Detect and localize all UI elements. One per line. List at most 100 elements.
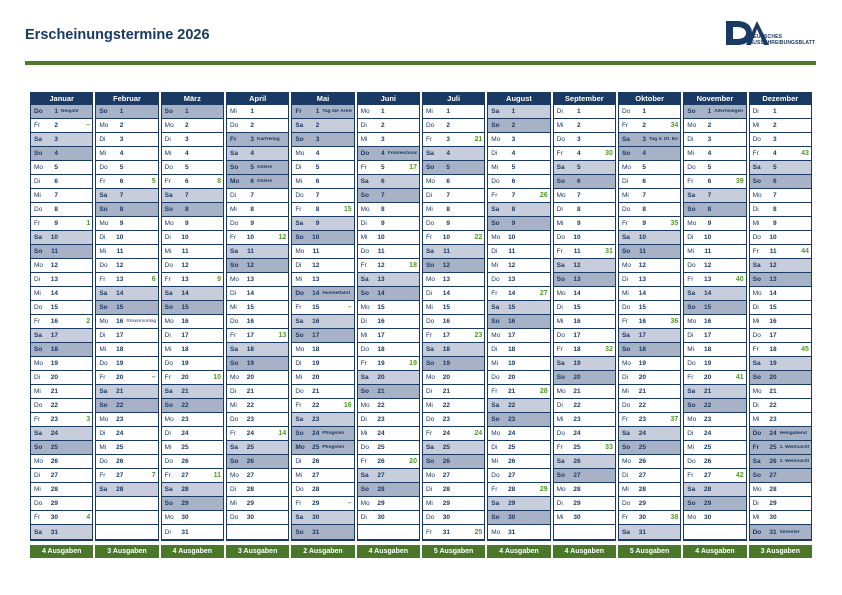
day-row: So 25: [31, 441, 93, 455]
day-number: 3: [577, 136, 581, 143]
day-row: Mi 18: [96, 343, 158, 357]
day-number: 20: [573, 374, 581, 381]
day-number: 22: [442, 402, 450, 409]
day-number: 12: [312, 262, 320, 269]
issue-number: 4: [86, 514, 91, 521]
weekday-label: Di: [295, 458, 302, 465]
day-row: Mo 2: [96, 119, 158, 133]
day-row: Fr 19 19: [357, 357, 419, 371]
weekday-label: Fr: [752, 444, 760, 451]
day-row: Do 6: [488, 175, 550, 189]
day-number: 10: [116, 234, 124, 241]
weekday-label: Fr: [621, 220, 629, 227]
weekday-label: Fr: [687, 178, 694, 185]
weekday-label: Di: [164, 430, 171, 437]
weekday-label: Fr: [425, 234, 433, 241]
day-number: 19: [573, 360, 581, 367]
day-row: Fr 6 39: [684, 175, 746, 189]
day-number: 14: [769, 290, 777, 297]
day-number: 10: [246, 234, 254, 241]
day-number: 12: [116, 262, 124, 269]
holiday-note: 1. Weihnachtstag: [779, 445, 809, 450]
day-row: Di 24: [96, 427, 158, 441]
day-number: 27: [312, 472, 320, 479]
day-row: Di 4: [488, 147, 550, 161]
day-row: Do 28: [292, 483, 354, 497]
weekday-label: Sa: [295, 318, 304, 325]
weekday-label: Sa: [491, 402, 500, 409]
day-row: Fr 9 1: [31, 217, 93, 231]
ausgaben-badge: 4 Ausgaben: [552, 545, 616, 558]
day-row: So 22: [684, 399, 746, 413]
day-row: Di 3: [96, 133, 158, 147]
day-number: 11: [51, 248, 58, 255]
weekday-label: Do: [556, 332, 565, 339]
issue-number: 19: [409, 360, 417, 367]
weekday-label: Do: [425, 220, 435, 227]
day-number: 30: [638, 514, 646, 521]
day-number: 26: [312, 458, 320, 465]
no-issue-dash: –: [347, 304, 352, 311]
day-number: 23: [769, 416, 777, 423]
day-row: Sa 11: [422, 245, 485, 259]
day-number: 9: [119, 220, 124, 227]
day-number: 4: [707, 150, 712, 157]
day-number: 19: [704, 360, 712, 367]
day-row: So 8: [684, 203, 746, 217]
weekday-label: So: [687, 402, 696, 409]
weekday-label: Di: [752, 108, 759, 115]
issue-number: 24: [474, 430, 483, 437]
day-number: 2: [446, 122, 450, 129]
day-row: Sa 31: [31, 525, 93, 539]
day-row: Mi 22: [226, 399, 289, 413]
day-number: 5: [185, 164, 189, 171]
day-number: 1: [381, 108, 385, 115]
weekday-label: Do: [687, 164, 696, 171]
divider-rule: [25, 61, 816, 65]
weekday-label: So: [687, 206, 696, 213]
weekday-label: Fr: [621, 416, 629, 423]
day-row: Mo 26: [618, 455, 681, 469]
day-row: Di 17: [96, 329, 158, 343]
day-row: Sa 2: [292, 119, 354, 133]
weekday-label: Sa: [295, 122, 304, 129]
day-number: 16: [769, 318, 777, 325]
day-row: Di 29: [553, 497, 615, 511]
day-number: 8: [381, 206, 385, 213]
issue-number: 21: [474, 136, 483, 143]
weekday-label: Di: [425, 388, 433, 395]
day-row: Mo 28: [553, 483, 615, 497]
day-number: 1: [642, 108, 646, 115]
weekday-label: So: [621, 150, 631, 157]
day-row: Do 12: [96, 259, 158, 273]
weekday-label: Di: [99, 332, 106, 339]
day-number: 10: [638, 234, 646, 241]
day-row: Di 5: [292, 161, 354, 175]
day-number: 6: [707, 178, 712, 185]
weekday-label: Sa: [229, 444, 238, 451]
ausgaben-badge: 3 Ausgaben: [225, 545, 290, 558]
day-row: Do 5: [161, 161, 223, 175]
day-number: 16: [312, 318, 320, 325]
day-number: 10: [769, 234, 777, 241]
weekday-label: Fr: [164, 472, 171, 479]
weekday-label: Mo: [99, 122, 109, 129]
day-row: Fr 251. Weihnachtstag: [749, 441, 811, 455]
ausgaben-badge: 4 Ausgaben: [160, 545, 224, 558]
day-row: Do 27: [488, 469, 550, 483]
weekday-label: Mo: [164, 514, 174, 521]
day-row: Fr 23 37: [618, 413, 681, 427]
day-number: 7: [54, 192, 58, 199]
day-row: Di 1: [749, 105, 811, 119]
weekday-label: Do: [425, 318, 435, 325]
weekday-label: Mo: [752, 290, 762, 297]
weekday-label: Sa: [360, 178, 369, 185]
weekday-label: Mo: [556, 388, 566, 395]
day-number: 31: [508, 528, 516, 536]
weekday-label: Do: [752, 430, 762, 437]
weekday-label: Sa: [360, 374, 369, 381]
day-row: Fr 13 40: [684, 273, 746, 287]
weekday-label: Sa: [295, 514, 304, 521]
weekday-label: Di: [229, 290, 237, 297]
weekday-label: Sa: [164, 290, 173, 297]
